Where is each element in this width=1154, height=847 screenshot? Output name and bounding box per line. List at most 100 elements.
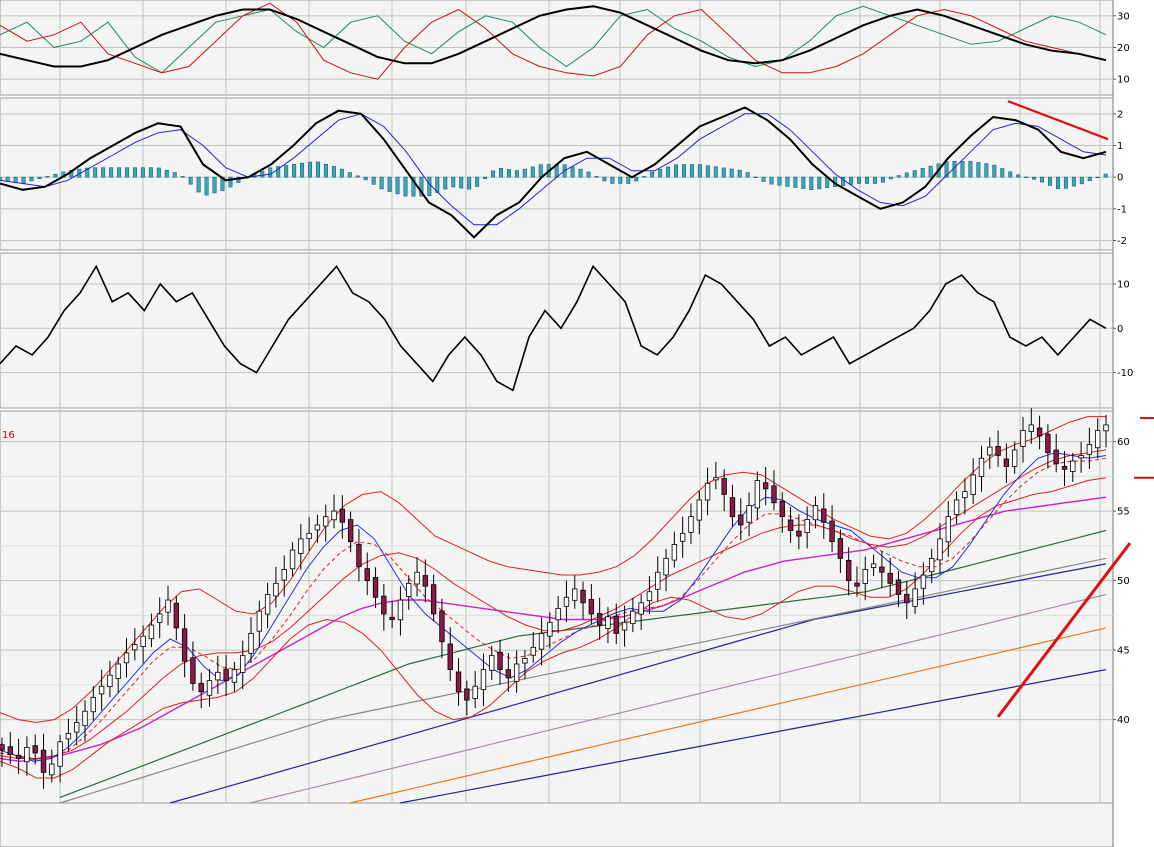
annotation-trendline [996, 542, 1132, 718]
panel-frame [0, 252, 1114, 409]
candle-body [264, 594, 271, 615]
candle-body [870, 563, 877, 568]
candle-body [74, 721, 80, 733]
candle-body [430, 584, 437, 615]
macd-histogram-bar [403, 176, 408, 197]
macd-histogram-bar [658, 168, 663, 178]
macd-histogram-bar [809, 176, 814, 190]
macd-histogram-bar [976, 162, 981, 178]
macd-histogram-bar [331, 166, 336, 178]
macd-histogram-bar [777, 176, 782, 186]
macd-histogram-bar [1024, 176, 1029, 178]
candle-body [240, 655, 246, 673]
candle-body [953, 499, 960, 515]
ma-navy-upper [169, 563, 1107, 804]
macd-histogram-bar [411, 176, 416, 197]
candle-body [115, 663, 121, 679]
candle-body [1078, 455, 1084, 459]
macd-histogram-bar [363, 176, 368, 181]
candle-body [912, 588, 918, 607]
y-tick-label: -1 [1117, 204, 1127, 215]
macd-histogram-bar [674, 164, 679, 178]
momentum-line [0, 264, 1107, 392]
candle-body [945, 516, 951, 543]
candle-body [929, 557, 935, 573]
y-tick-label: 60 [1117, 437, 1130, 448]
macd-histogram-bar [761, 176, 766, 182]
macd-histogram-bar [594, 176, 599, 178]
panel-footer [0, 802, 1114, 847]
candle-body [165, 599, 171, 613]
macd-histogram-bar [721, 167, 726, 178]
macd-histogram-bar [514, 170, 519, 178]
macd-histogram-bar [530, 166, 535, 178]
candle-body [555, 607, 561, 621]
candle-body [148, 624, 155, 640]
y-tick-label: 30 [1117, 11, 1130, 22]
candle-body [248, 633, 254, 654]
momentum-panel [0, 264, 1107, 392]
macd-histogram-bar [681, 164, 686, 178]
candle-body [1036, 427, 1043, 437]
candle-body [57, 741, 63, 767]
candle-body [190, 657, 196, 684]
macd-histogram-bar [29, 176, 34, 182]
candle-body [273, 582, 279, 597]
macd-histogram-bar [992, 164, 997, 178]
ma-dashed [0, 457, 1107, 759]
macd-histogram-bar [292, 164, 297, 178]
candle-body [339, 508, 346, 523]
macd-histogram-bar [164, 169, 169, 178]
macd-histogram-bar [618, 176, 623, 184]
macd-histogram-bar [857, 176, 862, 184]
candle-body [40, 749, 47, 773]
candle-body [173, 602, 179, 629]
macd-histogram-bar [109, 167, 114, 178]
macd-histogram-bar [1008, 171, 1013, 178]
candle-body [920, 574, 927, 589]
macd-histogram-bar [498, 168, 503, 178]
candle-body [679, 532, 686, 542]
macd-histogram-bar [491, 170, 496, 178]
candle-body [547, 621, 553, 637]
macd-histogram-bar [864, 176, 869, 184]
y-tick-label: 45 [1117, 646, 1130, 657]
ma-navy-lower [399, 669, 1107, 804]
candle-body [206, 680, 213, 696]
macd-histogram-bar [904, 172, 909, 178]
candle-body [563, 596, 570, 607]
candle-body [1020, 430, 1026, 447]
candle-body [970, 474, 976, 495]
macd-histogram-bar [125, 167, 130, 178]
candle-body [298, 538, 304, 554]
macd-histogram-bar [268, 167, 273, 178]
candle-body [306, 532, 312, 540]
macd-panel [0, 100, 1109, 239]
macd-histogram-bar [419, 176, 424, 197]
macd-histogram-bar [13, 176, 18, 183]
stochastic-line [0, 5, 1107, 68]
macd-histogram-bar [538, 164, 543, 178]
macd-histogram-bar [132, 167, 137, 178]
macd-divergence-line [1007, 100, 1109, 141]
macd-histogram-bar [204, 176, 209, 196]
candle-body [455, 671, 462, 693]
macd-histogram-bar [467, 176, 472, 190]
macd-histogram-bar [817, 176, 822, 190]
candle-body [90, 696, 96, 713]
macd-histogram-bar [395, 176, 400, 195]
candle-body [82, 710, 88, 727]
candle-body [613, 615, 619, 634]
candle-body [372, 577, 379, 598]
macd-histogram-bar [451, 176, 456, 188]
macd-histogram-bar [260, 170, 265, 178]
macd-histogram-bar [713, 166, 718, 178]
candle-body [15, 754, 22, 759]
candle-body [862, 569, 868, 584]
macd-histogram-bar [1071, 176, 1076, 187]
macd-histogram-bar [944, 161, 949, 178]
y-tick-label: 50 [1117, 576, 1130, 587]
macd-histogram-bar [737, 169, 742, 178]
macd-histogram-bar [1040, 176, 1045, 183]
